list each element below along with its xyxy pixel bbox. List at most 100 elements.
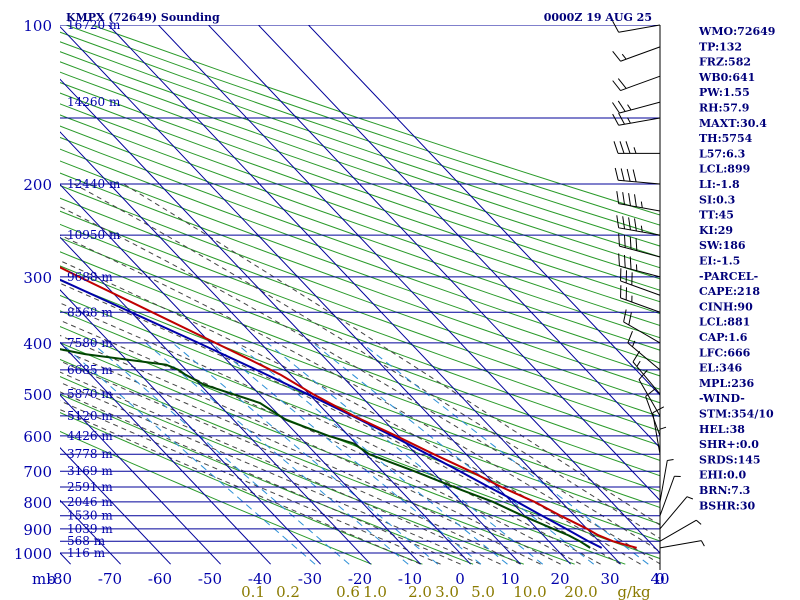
moist-adiabat-line xyxy=(60,302,601,565)
index-line: -PARCEL- xyxy=(699,270,758,283)
moist-adiabat-line xyxy=(73,183,660,540)
wind-barb xyxy=(627,330,661,371)
temperature-tick-label: -50 xyxy=(198,570,222,588)
temperature-tick-label: -20 xyxy=(348,570,372,588)
mixing-ratio-line xyxy=(60,342,316,565)
mixing-ratio-line xyxy=(235,342,508,565)
dry-adiabat-line xyxy=(60,411,423,565)
dry-adiabat-line xyxy=(65,25,660,226)
index-line: -WIND- xyxy=(699,392,745,405)
index-line: RH:57.9 xyxy=(699,102,749,115)
moist-adiabat-line xyxy=(60,206,660,553)
wind-barb xyxy=(612,100,661,114)
pressure-unit-label: mb xyxy=(32,570,56,588)
dry-adiabat-line xyxy=(60,223,660,446)
dry-adiabat-line xyxy=(60,251,660,477)
dry-adiabat-line xyxy=(60,185,660,404)
dry-adiabat-line xyxy=(60,114,660,327)
index-line: BSHR:30 xyxy=(699,499,755,512)
isobars xyxy=(60,25,660,554)
dry-adiabat-line xyxy=(60,376,524,565)
isotherm-line xyxy=(60,131,471,565)
index-line: SW:186 xyxy=(699,239,746,252)
temperature-tick-label: 40 xyxy=(650,570,669,588)
index-line: TT:45 xyxy=(699,209,734,222)
dry-adiabat-line xyxy=(60,125,660,339)
index-line: EHI:0.0 xyxy=(699,469,746,482)
index-line: LCL:899 xyxy=(699,163,750,176)
pressure-tick-label: 100 xyxy=(23,17,52,35)
temperature-tick-label: 30 xyxy=(600,570,619,588)
index-line: SRDS:145 xyxy=(699,453,761,466)
mixing-ratio-labels: 0.1 0.2 0.6 1.0 2.0 3.0 5.0 10.0 20.0 g/kg0 xyxy=(241,570,665,600)
wind-barb xyxy=(613,141,660,154)
dry-adiabat-line xyxy=(60,430,372,565)
temperature-tick-label: 20 xyxy=(550,570,569,588)
height-label: 2046 m xyxy=(67,495,113,509)
dry-adiabat-line xyxy=(60,342,626,565)
height-label: 10950 m xyxy=(67,228,121,242)
wind-barb xyxy=(614,167,661,185)
height-label: 3169 m xyxy=(67,464,113,478)
isotherm-line xyxy=(60,236,371,565)
index-line: TH:5754 xyxy=(699,132,753,145)
dry-adiabat-line xyxy=(60,310,660,542)
index-line: L57:6.3 xyxy=(699,147,745,160)
dry-adiabat-line xyxy=(60,51,660,258)
isotherm-line xyxy=(60,25,571,565)
moist-adiabat-line xyxy=(60,360,521,565)
height-label: 9688 m xyxy=(67,270,113,284)
moist-adiabat-line xyxy=(60,260,641,565)
dry-adiabat-line xyxy=(60,92,660,303)
height-label: 8568 m xyxy=(67,305,113,319)
height-label: 7580 m xyxy=(67,336,113,350)
isotherm-line xyxy=(157,25,660,554)
moist-adiabat-line xyxy=(60,334,561,565)
wind-barb xyxy=(612,112,661,126)
height-label: 1530 m xyxy=(67,509,113,523)
mixing-ratio-label: 0.1 xyxy=(241,583,265,600)
moist-adiabats xyxy=(60,183,660,565)
wind-barbs xyxy=(612,20,705,549)
index-line: MAXT:30.4 xyxy=(699,117,767,130)
index-line: FRZ:582 xyxy=(699,56,751,69)
isotherm-line xyxy=(60,183,421,565)
index-line: LFC:666 xyxy=(699,346,751,359)
wind-barb xyxy=(620,285,661,313)
mixing-ratio-label: 1.0 xyxy=(363,583,387,600)
pressure-axis-labels: 100 200 300 400 500 600 700 800 900 1000 xyxy=(14,17,52,563)
moist-adiabat-line xyxy=(60,409,421,565)
dry-adiabat-line xyxy=(60,136,660,351)
moist-adiabat-line xyxy=(60,282,621,565)
isotherms xyxy=(0,13,660,565)
dry-adiabat-line xyxy=(60,279,660,509)
isotherm-line xyxy=(60,341,271,565)
height-label: 1039 m xyxy=(67,522,113,536)
stability-indices: WMO:72649 TP:132 FRZ:582 WB0:641 PW:1.55 RH:5… xyxy=(698,25,775,512)
dry-adiabat-line xyxy=(60,237,660,461)
temperature-trace xyxy=(60,266,637,549)
index-line: SHR+:0.0 xyxy=(699,438,759,451)
pressure-tick-label: 800 xyxy=(23,494,52,512)
index-line: STM:354/10 xyxy=(699,408,774,421)
index-line: SI:0.3 xyxy=(699,193,735,206)
dry-adiabat-line xyxy=(60,197,660,418)
isotherm-line xyxy=(0,13,21,564)
wind-barb xyxy=(659,475,681,516)
dry-adiabat-line xyxy=(60,82,660,291)
index-line: EL:346 xyxy=(699,362,742,375)
wind-barb xyxy=(612,75,661,92)
index-line: WB0:641 xyxy=(698,71,755,84)
mixing-ratio-label: 5.0 xyxy=(471,583,495,600)
mixing-ratio-line xyxy=(211,342,482,565)
index-line: EI:-1.5 xyxy=(699,255,740,268)
index-line: BRN:7.3 xyxy=(699,484,750,497)
temperature-axis-labels: mb-80 -70 -60 -50 -40 -30 -20 -10 0 10 20 30 40 xyxy=(32,570,670,588)
wind-barb xyxy=(616,215,661,236)
pressure-tick-label: 300 xyxy=(23,269,52,287)
sounding-profiles xyxy=(60,266,637,549)
valid-time: 0000Z 19 AUG 25 xyxy=(544,11,652,24)
mixing-ratio-unit: g/kg xyxy=(617,583,651,600)
